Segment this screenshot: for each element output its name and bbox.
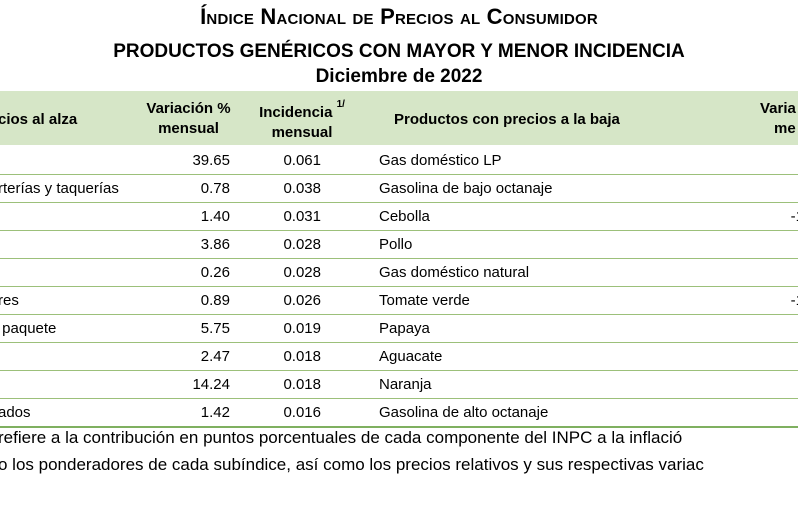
down-product: Gas doméstico natural <box>379 264 530 281</box>
header-incidence-line2: mensual <box>271 124 333 141</box>
up-variation: 14.24 <box>192 376 230 393</box>
down-variation: -1 <box>790 208 798 225</box>
table-row: 2.47 0.018 Aguacate - <box>0 343 798 371</box>
report-date: Diciembre de 2022 <box>315 66 483 87</box>
header-variation-line2: mensual <box>158 120 219 137</box>
up-incidence: 0.031 <box>283 208 321 225</box>
footnote-line-1: refiere a la contribución en puntos porc… <box>0 428 683 447</box>
down-product: Gas doméstico LP <box>379 152 502 169</box>
down-product: Tomate verde <box>379 292 470 309</box>
header-down-variation-line1: Varia <box>760 100 796 117</box>
up-product: ados <box>0 404 31 421</box>
up-incidence: 0.038 <box>283 180 321 197</box>
up-incidence: 0.019 <box>283 320 321 337</box>
down-variation: -1 <box>790 292 798 309</box>
up-product: rterías y taquerías <box>0 180 119 197</box>
down-variation: - <box>740 320 798 338</box>
header-up-products: cios al alza <box>0 111 78 128</box>
header-down-variation-line2: me <box>774 120 796 137</box>
up-variation: 3.86 <box>200 236 230 253</box>
table-body: 39.65 0.061 Gas doméstico LP - rterías y… <box>0 147 798 428</box>
down-variation: - <box>740 180 798 198</box>
up-product: paquete <box>0 320 57 337</box>
report-title: Índice Nacional de Precios al Consumidor <box>200 4 598 29</box>
table-row: ados 1.42 0.016 Gasolina de alto octanaj… <box>0 399 798 428</box>
down-product: Gasolina de bajo octanaje <box>379 180 553 197</box>
table-row: 14.24 0.018 Naranja - <box>0 371 798 399</box>
up-incidence: 0.061 <box>283 152 321 169</box>
down-product: Naranja <box>379 376 432 393</box>
down-variation: - <box>740 348 798 366</box>
footnote-line-2: o los ponderadores de cada subíndice, as… <box>0 455 704 474</box>
header-incidence-line1: Incidencia <box>259 104 333 121</box>
header-down-products: Productos con precios a la baja <box>394 111 620 128</box>
down-product: Papaya <box>379 320 430 337</box>
table-row: 3.86 0.028 Pollo - <box>0 231 798 259</box>
table-row: 1.40 0.031 Cebolla -1 <box>0 203 798 231</box>
down-product: Pollo <box>379 236 413 253</box>
up-incidence: 0.016 <box>283 404 321 421</box>
up-variation: 5.75 <box>200 320 230 337</box>
header-variation-line1: Variación % <box>146 100 231 117</box>
up-variation: 1.40 <box>200 208 230 225</box>
header-incidence-footnote: 1/ <box>336 99 345 110</box>
up-incidence: 0.018 <box>283 348 321 365</box>
up-variation: 0.26 <box>200 264 230 281</box>
down-variation: - <box>740 152 798 170</box>
up-variation: 1.42 <box>200 404 230 421</box>
down-variation: - <box>740 264 798 282</box>
table-row: rterías y taquerías 0.78 0.038 Gasolina … <box>0 175 798 203</box>
up-variation: 2.47 <box>200 348 230 365</box>
report-subtitle: PRODUCTOS GENÉRICOS CON MAYOR Y MENOR IN… <box>113 41 685 62</box>
header-down-variation: Varia me <box>760 99 796 139</box>
table-row: 0.26 0.028 Gas doméstico natural - <box>0 259 798 287</box>
up-variation: 39.65 <box>192 152 230 169</box>
down-variation: - <box>740 404 798 422</box>
down-product: Aguacate <box>379 348 443 365</box>
up-incidence: 0.026 <box>283 292 321 309</box>
table-header: cios al alza Variación % mensual Inciden… <box>0 91 798 145</box>
table-row: res 0.89 0.026 Tomate verde -1 <box>0 287 798 315</box>
table-row: paquete 5.75 0.019 Papaya - <box>0 315 798 343</box>
header-variation: Variación % mensual <box>141 99 236 139</box>
down-variation: - <box>740 236 798 254</box>
down-variation: - <box>740 376 798 394</box>
header-incidence: Incidencia 1/ mensual <box>247 99 357 143</box>
down-product: Gasolina de alto octanaje <box>379 404 549 421</box>
table-row: 39.65 0.061 Gas doméstico LP - <box>0 147 798 175</box>
up-incidence: 0.028 <box>283 264 321 281</box>
up-variation: 0.89 <box>200 292 230 309</box>
down-product: Cebolla <box>379 208 430 225</box>
up-product: res <box>0 292 19 309</box>
up-incidence: 0.028 <box>283 236 321 253</box>
up-incidence: 0.018 <box>283 376 321 393</box>
up-variation: 0.78 <box>200 180 230 197</box>
